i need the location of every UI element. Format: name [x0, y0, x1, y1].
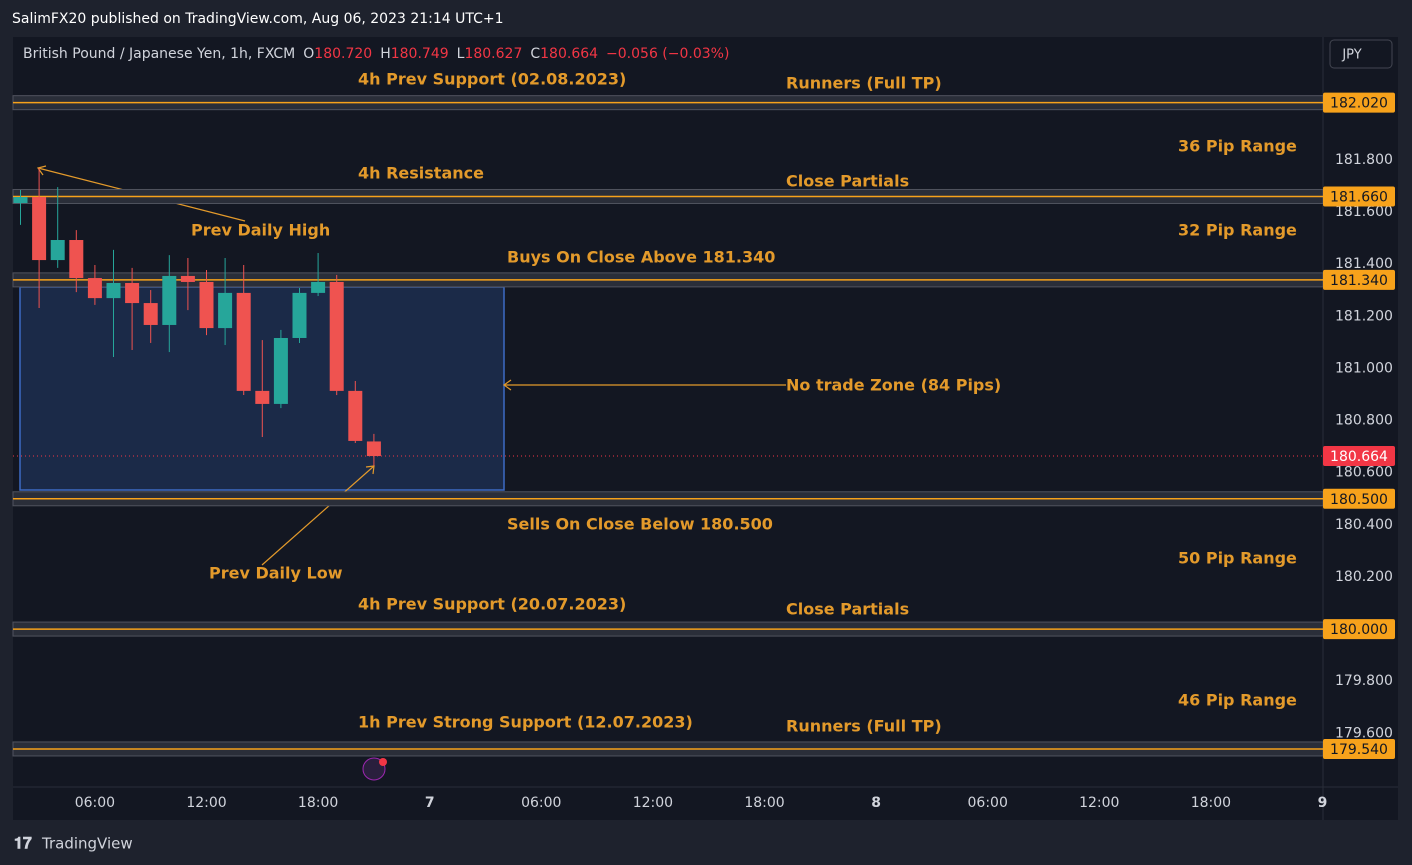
- arrow-head: [36, 165, 47, 176]
- annotation: Close Partials: [786, 600, 909, 619]
- price-badge-label: 181.660: [1330, 189, 1388, 205]
- price-badge-label: 180.500: [1330, 492, 1388, 508]
- candle-body: [329, 281, 344, 391]
- x-tick-label: 18:00: [298, 795, 338, 811]
- price-badge-label: 180.000: [1330, 622, 1388, 638]
- candle-body: [236, 292, 251, 391]
- currency: JPY: [1341, 48, 1361, 63]
- ohlc-value: 180.720: [314, 46, 372, 62]
- x-tick-label: 18:00: [1191, 795, 1231, 811]
- price-badge: [1323, 186, 1395, 207]
- candle-body: [199, 281, 214, 329]
- annotation: Sells On Close Below 180.500: [507, 515, 773, 534]
- x-tick-label: 7: [425, 795, 435, 811]
- ohlc-value: 180.749: [391, 46, 449, 62]
- annotation: Prev Daily High: [191, 221, 330, 240]
- price-badge: [1323, 488, 1395, 509]
- ohlc-label: H: [380, 46, 391, 62]
- y-tick-label: 179.600: [1335, 725, 1393, 741]
- candle-body: [366, 441, 381, 457]
- candle-body: [13, 197, 28, 204]
- x-tick-label: 12:00: [1079, 795, 1119, 811]
- x-tick-label: 18:00: [744, 795, 784, 811]
- annotation: Runners (Full TP): [786, 74, 942, 93]
- y-tick-label: 181.600: [1335, 204, 1393, 220]
- annotation: 1h Prev Strong Support (12.07.2023): [358, 713, 693, 732]
- ohlc-label: C: [530, 46, 540, 62]
- annotation: 32 Pip Range: [1178, 221, 1297, 240]
- x-tick-label: 12:00: [186, 795, 226, 811]
- y-tick-label: 181.800: [1335, 152, 1393, 168]
- candle-body: [255, 390, 270, 404]
- ohlc-label: O: [303, 46, 314, 62]
- price-badge: [1323, 269, 1395, 290]
- candle-body: [32, 197, 47, 261]
- x-tick-label: 12:00: [633, 795, 673, 811]
- candle-body: [218, 292, 233, 329]
- change: −0.056 (−0.03%): [606, 46, 729, 62]
- y-tick-label: 181.400: [1335, 256, 1393, 272]
- y-tick-label: 181.200: [1335, 308, 1393, 324]
- y-tick-label: 180.200: [1335, 569, 1393, 585]
- candle-body: [311, 281, 326, 293]
- price-badge-label: 180.664: [1330, 449, 1388, 465]
- annotation: Prev Daily Low: [209, 564, 343, 583]
- candle-body: [50, 240, 65, 261]
- currency-button[interactable]: [1329, 39, 1393, 69]
- price-badge-label: 182.020: [1330, 96, 1388, 112]
- annotation: 46 Pip Range: [1178, 691, 1297, 710]
- candle-body: [87, 278, 102, 299]
- y-tick-label: 180.400: [1335, 517, 1393, 533]
- annotation: Close Partials: [786, 172, 909, 191]
- footer-logo: TradingView: [41, 835, 133, 853]
- candle-body: [348, 390, 363, 441]
- price-badge: [1323, 738, 1395, 759]
- candle-body: [162, 275, 177, 325]
- arrow-head: [365, 465, 375, 475]
- price-badge: [1323, 446, 1395, 467]
- price-badge: [1323, 619, 1395, 640]
- symbol: British Pound / Japanese Yen, 1h, FXCM: [23, 46, 295, 62]
- annotation: 36 Pip Range: [1178, 137, 1297, 156]
- ohlc-value: 180.627: [464, 46, 522, 62]
- y-tick-label: 179.800: [1335, 673, 1393, 689]
- candle-body: [125, 283, 140, 304]
- price-badge: [1323, 92, 1395, 113]
- arrow-head: [502, 379, 512, 391]
- y-tick-label: 180.800: [1335, 413, 1393, 429]
- ohlc-value: 180.664: [540, 46, 598, 62]
- candle-body: [292, 292, 307, 338]
- candle-body: [273, 337, 288, 404]
- y-tick-label: 180.600: [1335, 465, 1393, 481]
- annotation: 4h Prev Support (02.08.2023): [358, 70, 626, 89]
- logo-mark: 𝟏𝟕: [14, 834, 32, 853]
- ohlc-label: L: [457, 46, 465, 62]
- candle-body: [106, 283, 121, 299]
- x-tick-label: 06:00: [75, 795, 115, 811]
- annotation: 4h Prev Support (20.07.2023): [358, 595, 626, 614]
- annotation: Runners (Full TP): [786, 717, 942, 736]
- symbol-line: British Pound / Japanese Yen, 1h, FXCM O1…: [23, 46, 729, 62]
- candle-body: [180, 275, 195, 282]
- event-dot: [379, 758, 387, 766]
- x-tick-label: 9: [1318, 795, 1328, 811]
- arrow: [261, 465, 375, 566]
- annotation: No trade Zone (84 Pips): [786, 376, 1001, 395]
- candle-body: [69, 240, 84, 279]
- price-badge-label: 181.340: [1330, 273, 1388, 289]
- price-badge-label: 179.540: [1330, 742, 1388, 758]
- x-tick-label: 06:00: [968, 795, 1008, 811]
- x-tick-label: 8: [871, 795, 881, 811]
- y-tick-label: 181.000: [1335, 360, 1393, 376]
- symbol-info: British Pound / Japanese Yen, 1h, FXCM O1…: [23, 46, 729, 62]
- publisher: SalimFX20 published on TradingView.com, …: [12, 11, 504, 27]
- candle-body: [143, 303, 158, 325]
- x-tick-label: 06:00: [521, 795, 561, 811]
- annotation: 50 Pip Range: [1178, 549, 1297, 568]
- annotation: 4h Resistance: [358, 164, 484, 183]
- annotation: Buys On Close Above 181.340: [507, 248, 775, 267]
